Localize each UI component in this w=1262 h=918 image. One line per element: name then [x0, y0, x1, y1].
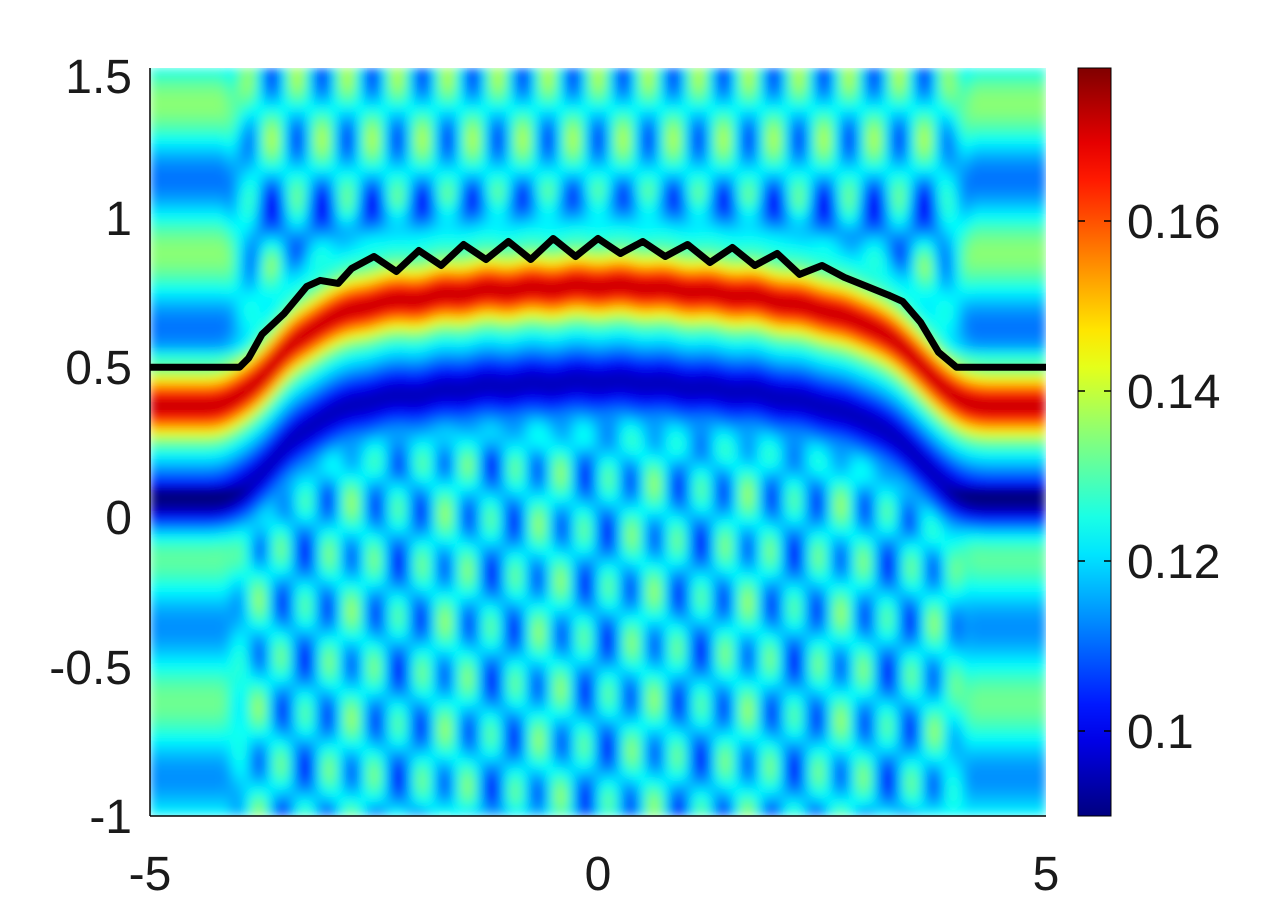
y-tick-label: -1 — [89, 791, 132, 844]
colorbar-tick-label: 0.12 — [1127, 536, 1220, 589]
y-tick-label: -0.5 — [49, 642, 132, 695]
x-tick-label: 0 — [585, 848, 612, 901]
y-tick-label: 1.5 — [65, 51, 132, 104]
colorbar: 0.1 0.12 0.14 0.16 — [1077, 67, 1220, 817]
x-tick-label: 5 — [1033, 848, 1060, 901]
colorbar-tick-label: 0.1 — [1127, 706, 1194, 759]
interface-curve — [150, 235, 1046, 371]
y-axis-ticks: -1 -0.5 0 0.5 1 1.5 — [49, 51, 132, 844]
heatmap-image — [150, 68, 1046, 816]
x-tick-label: -5 — [129, 848, 172, 901]
y-tick-label: 1 — [105, 193, 132, 246]
plot-area — [149, 68, 1046, 817]
x-axis-ticks: -5 0 5 — [129, 848, 1060, 901]
heatmap-field — [150, 68, 1046, 816]
colorbar-tick-label: 0.14 — [1127, 366, 1220, 419]
colorbar-tick-label: 0.16 — [1127, 196, 1220, 249]
y-tick-label: 0 — [105, 492, 132, 545]
colorbar-gradient — [1077, 67, 1112, 817]
colorbar-ticks: 0.1 0.12 0.14 0.16 — [1078, 196, 1220, 759]
y-tick-label: 0.5 — [65, 342, 132, 395]
